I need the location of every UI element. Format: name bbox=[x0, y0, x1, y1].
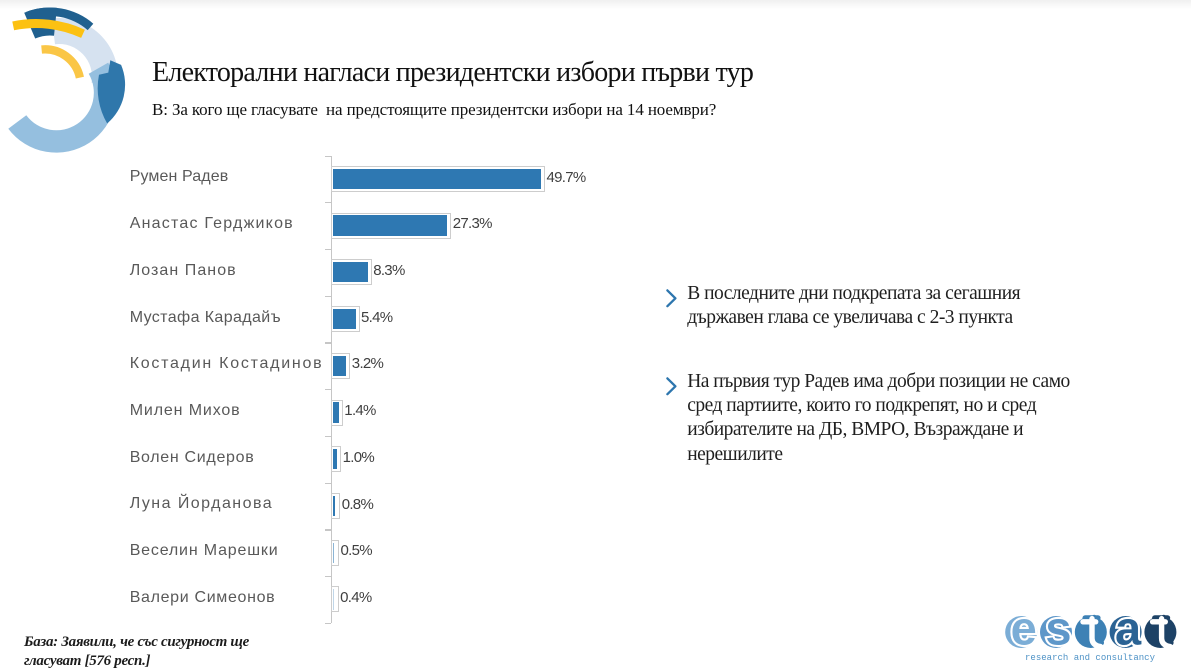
svg-text:research and consultancy: research and consultancy bbox=[1025, 653, 1156, 663]
svg-text:s: s bbox=[1045, 602, 1071, 655]
svg-text:a: a bbox=[1115, 602, 1142, 655]
svg-text:e: e bbox=[1011, 602, 1037, 655]
